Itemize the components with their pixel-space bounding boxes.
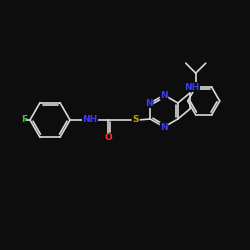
Text: F: F xyxy=(21,116,27,124)
Text: NH: NH xyxy=(184,82,200,92)
Text: N: N xyxy=(160,90,168,100)
Text: N: N xyxy=(160,122,168,132)
Text: NH: NH xyxy=(82,116,98,124)
Text: S: S xyxy=(133,116,139,124)
Text: O: O xyxy=(104,134,112,142)
Text: N: N xyxy=(145,98,153,108)
